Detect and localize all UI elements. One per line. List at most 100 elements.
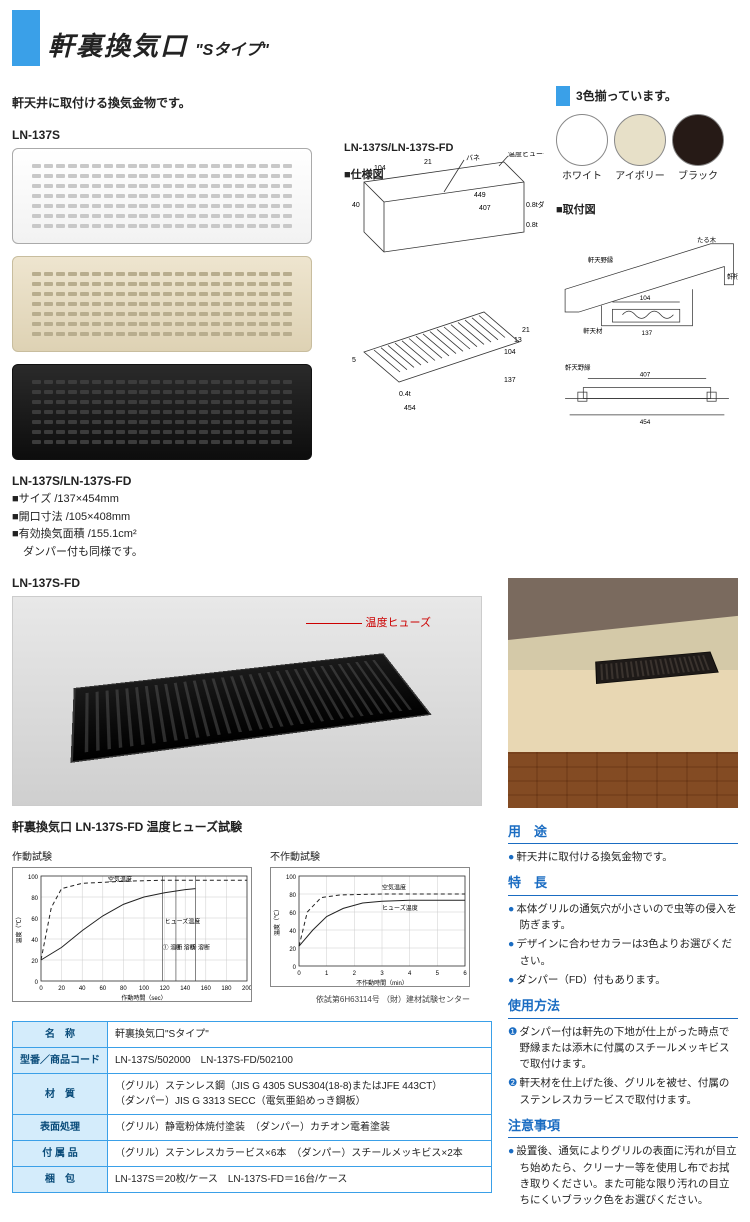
bullet-item: 設置後、通気によりグリルの表面に汚れが目立ち始めたら、クリーナー等を使用し布でお… xyxy=(508,1143,738,1208)
chart-non-operation: 0204060801000123456空気温度ヒューズ温度不作動時間（min）温… xyxy=(270,867,470,987)
section-method-heading: 使用方法 xyxy=(508,996,738,1019)
svg-text:100: 100 xyxy=(286,875,297,881)
table-cell: LN-137S/502000 LN-137S-FD/502100 xyxy=(108,1048,492,1074)
swatch-label: アイボリー xyxy=(614,169,666,184)
svg-text:100: 100 xyxy=(139,986,150,992)
svg-text:1: 1 xyxy=(325,971,329,977)
size-spec-line: ■有効換気面積 /155.1cm² xyxy=(12,526,332,544)
svg-text:たる木: たる木 xyxy=(697,234,717,243)
chart1-title: 作動試験 xyxy=(12,850,252,865)
svg-text:20: 20 xyxy=(58,986,65,992)
svg-text:軒天野縁: 軒天野縁 xyxy=(588,255,614,264)
bullet-item: 軒天材を仕上げた後、グリルを被せ、付属のステンレスカラービスで取付けます。 xyxy=(508,1075,738,1108)
svg-text:5: 5 xyxy=(352,357,356,364)
svg-text:0.4t: 0.4t xyxy=(399,391,411,398)
swatch-white: ホワイト xyxy=(556,114,608,184)
intro-text: 軒天井に取付ける換気金物です。 xyxy=(12,94,332,112)
swatch-ivory: アイボリー xyxy=(614,114,666,184)
svg-text:0: 0 xyxy=(297,971,301,977)
svg-text:407: 407 xyxy=(640,371,651,378)
svg-text:5: 5 xyxy=(436,971,440,977)
svg-text:100: 100 xyxy=(28,875,39,881)
install-diagram-mark: ■取付図 xyxy=(556,202,738,219)
svg-text:60: 60 xyxy=(289,911,296,917)
svg-text:80: 80 xyxy=(120,986,127,992)
size-spec-heading: LN-137S/LN-137S-FD xyxy=(12,472,332,491)
bullet-item: デザインに合わせカラーは3色よりお選びください。 xyxy=(508,936,738,969)
swatch-label: ホワイト xyxy=(556,169,608,184)
size-spec-line: ダンパー付も同様です。 xyxy=(12,544,332,562)
title-accent xyxy=(12,10,40,66)
spec-diagram: 104 21 バネ 温度ヒューーズ 449 407 0.8tダンパー 0.8t … xyxy=(344,187,544,417)
table-cell: （グリル）ステンレスカラービス×6本 （ダンパー）スチールメッキビス×2本 xyxy=(108,1141,492,1167)
colors-header: 3色揃っています。 xyxy=(556,86,738,106)
title-bar: 軒裏換気口 "Sタイプ" xyxy=(12,10,738,66)
svg-text:60: 60 xyxy=(99,986,106,992)
swatch-black: ブラック xyxy=(672,114,724,184)
svg-text:6: 6 xyxy=(463,971,467,977)
svg-text:200: 200 xyxy=(242,986,252,992)
svg-text:160: 160 xyxy=(201,986,212,992)
size-spec-block: LN-137S/LN-137S-FD ■サイズ /137×454mm ■開口寸法… xyxy=(12,472,332,562)
size-spec-line: ■開口寸法 /105×408mm xyxy=(12,509,332,527)
fd-model-label: LN-137S-FD xyxy=(12,574,494,592)
svg-text:407: 407 xyxy=(479,205,491,212)
size-spec-line: ■サイズ /137×454mm xyxy=(12,491,332,509)
svg-text:140: 140 xyxy=(180,986,191,992)
colors-accent xyxy=(556,86,570,106)
page-title: 軒裏換気口 xyxy=(48,31,188,61)
fd-callout-label: 温度ヒューズ xyxy=(366,615,431,632)
bullet-item: 軒天井に取付ける換気金物です。 xyxy=(508,849,738,865)
table-cell: LN-137S＝20枚/ケース LN-137S-FD＝16台/ケース xyxy=(108,1167,492,1193)
table-cell: （グリル）静電粉体焼付塗装 （ダンパー）カチオン電着塗装 xyxy=(108,1115,492,1141)
svg-text:13: 13 xyxy=(514,337,522,344)
svg-text:4: 4 xyxy=(408,971,412,977)
svg-text:40: 40 xyxy=(289,929,296,935)
svg-text:② 溶断: ② 溶断 xyxy=(176,943,196,951)
svg-text:2: 2 xyxy=(353,971,357,977)
table-header: 付 属 品 xyxy=(13,1141,108,1167)
svg-text:80: 80 xyxy=(31,896,38,902)
svg-text:449: 449 xyxy=(474,192,486,199)
svg-text:40: 40 xyxy=(79,986,86,992)
product-image-white xyxy=(12,148,312,244)
svg-text:3: 3 xyxy=(380,971,384,977)
bullet-item: 本体グリルの通気穴が小さいので虫等の侵入を防ぎます。 xyxy=(508,901,738,934)
table-header: 材 質 xyxy=(13,1074,108,1115)
spec-table: 名 称軒裏換気口"Sタイプ"型番／商品コードLN-137S/502000 LN-… xyxy=(12,1021,492,1193)
svg-text:温度（℃）: 温度（℃） xyxy=(15,913,23,943)
svg-text:0.8t: 0.8t xyxy=(526,222,538,229)
svg-text:温度（℃）: 温度（℃） xyxy=(273,906,281,936)
table-header: 梱 包 xyxy=(13,1167,108,1193)
table-cell: （グリル）ステンレス鋼（JIS G 4305 SUS304(18-8)またはJF… xyxy=(108,1074,492,1115)
svg-text:137: 137 xyxy=(504,377,516,384)
svg-text:137: 137 xyxy=(642,329,653,336)
svg-text:104: 104 xyxy=(640,295,651,302)
svg-text:不作動時間（min）: 不作動時間（min） xyxy=(356,979,408,987)
model-label: LN-137S xyxy=(12,126,332,144)
installation-photo xyxy=(508,578,738,808)
svg-text:454: 454 xyxy=(640,418,651,425)
chart2-title: 不作動試験 xyxy=(270,850,470,865)
svg-text:作動時間（sec）: 作動時間（sec） xyxy=(121,994,166,1002)
install-diagram: 軒天野縁 たる木 軒桁 104 軒天材 137 軒天野縁 xyxy=(556,223,738,483)
svg-text:ヒューズ温度: ヒューズ温度 xyxy=(382,904,418,912)
table-header: 型番／商品コード xyxy=(13,1048,108,1074)
fd-product-photo: 温度ヒューズ xyxy=(12,596,482,806)
bullet-item: ダンパー付は軒先の下地が仕上がった時点で野縁または添木に付属のスチールメッキビス… xyxy=(508,1024,738,1073)
svg-text:軒天野縁: 軒天野縁 xyxy=(565,362,591,371)
svg-text:空気温度: 空気温度 xyxy=(382,883,406,891)
svg-text:軒天材: 軒天材 xyxy=(583,325,603,334)
svg-text:80: 80 xyxy=(289,893,296,899)
charts-heading: 軒裏換気口 LN-137S-FD 温度ヒューズ試験 xyxy=(12,818,494,836)
colors-header-text: 3色揃っています。 xyxy=(576,87,677,105)
bullet-item: ダンパー（FD）付もあります。 xyxy=(508,972,738,988)
svg-text:空気温度: 空気温度 xyxy=(108,875,132,883)
table-cell: 軒裏換気口"Sタイプ" xyxy=(108,1022,492,1048)
section-caution-heading: 注意事項 xyxy=(508,1116,738,1139)
svg-text:60: 60 xyxy=(31,917,38,923)
svg-text:21: 21 xyxy=(522,327,530,334)
page-subtitle: "Sタイプ" xyxy=(195,42,269,59)
section-feat-heading: 特 長 xyxy=(508,873,738,896)
svg-text:0: 0 xyxy=(35,980,39,986)
